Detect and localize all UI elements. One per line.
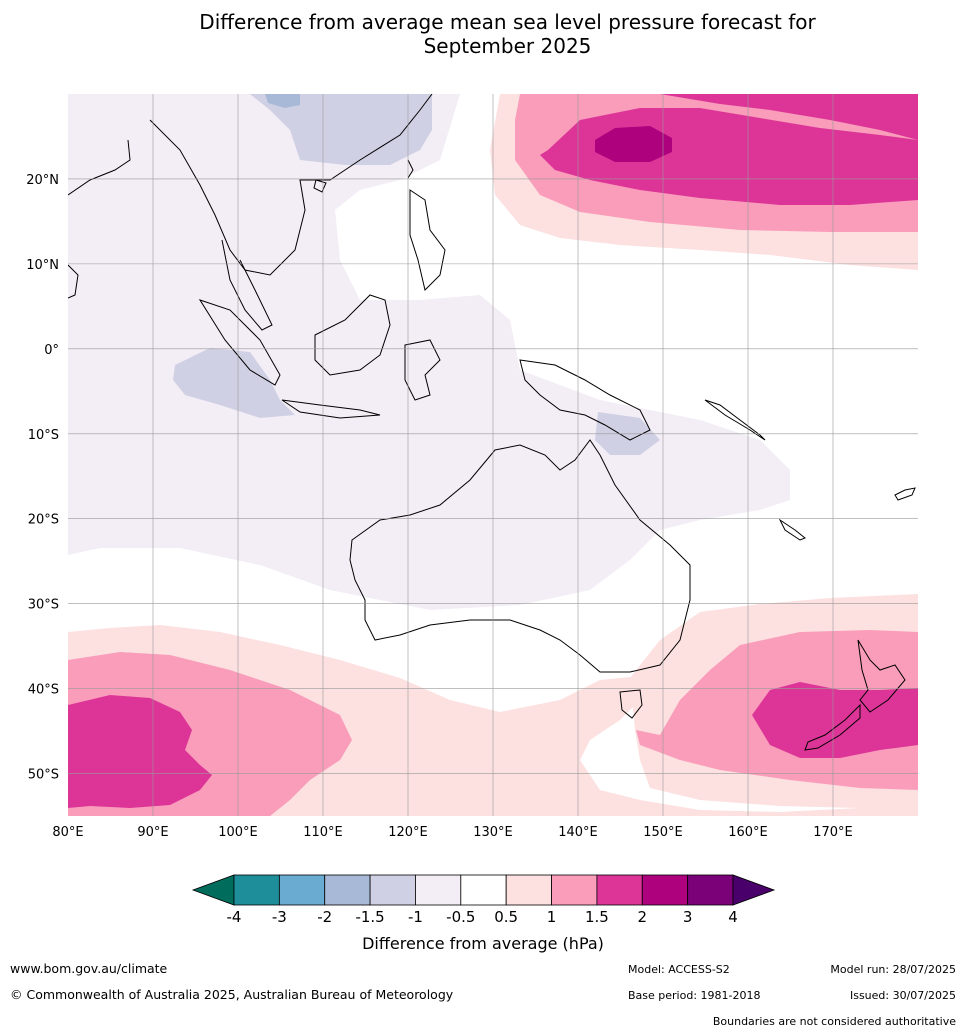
borneo-coastline: [314, 294, 391, 376]
colorbar-tick-label: 2: [637, 908, 647, 926]
colorbar-segment: [324, 874, 371, 906]
longitude-tick-label: 170°E: [813, 825, 853, 840]
disclaimer-text: Boundaries are not considered authoritat…: [712, 1015, 956, 1028]
colorbar-tick-label: -1: [408, 908, 423, 926]
anomaly-region-sindian-15: [68, 695, 212, 808]
colorbar-max-extension: [732, 874, 776, 906]
solomon-islands: [704, 399, 766, 441]
colorbar-label: Difference from average (hPa): [362, 934, 604, 953]
colorbar-tick-label: -2: [317, 908, 332, 926]
colorbar-segment: [415, 874, 462, 906]
taiwan: [407, 159, 414, 179]
java-coastline: [281, 399, 381, 419]
colorbar-segment: [641, 874, 689, 906]
title-line-1: Difference from average mean sea level p…: [199, 10, 816, 34]
latitude-tick-label: 50°S: [28, 768, 59, 783]
title-line-2: September 2025: [423, 34, 592, 58]
model-run-text: Model run: 28/07/2025: [830, 963, 956, 976]
anomaly-region-china-negative: [250, 94, 432, 165]
colorbar-tick-label: -3: [272, 908, 287, 926]
anomaly-region-tasman-15: [752, 682, 918, 758]
latitude-tick-label: 20°N: [26, 173, 59, 188]
model-text: Model: ACCESS-S2: [628, 963, 730, 976]
longitude-tick-label: 100°E: [218, 825, 258, 840]
colorbar-tick-label: 1.5: [585, 908, 609, 926]
colorbar-tick-label: -4: [227, 908, 242, 926]
longitude-tick-label: 150°E: [643, 825, 683, 840]
coastlines: [68, 94, 916, 751]
nz-south-island: [804, 703, 861, 751]
australia-coastline: [349, 439, 691, 673]
website-link[interactable]: www.bom.gov.au/climate: [10, 961, 168, 976]
latitude-tick-label: 40°S: [28, 683, 59, 698]
latitude-tick-label: 10°S: [28, 428, 59, 443]
issued-text: Issued: 30/07/2025: [849, 989, 956, 1002]
colorbar-tick-label: 4: [728, 908, 738, 926]
fiji: [894, 487, 916, 501]
anomaly-region-java-negative: [173, 348, 295, 418]
colorbar-segment: [233, 874, 280, 906]
longitude-tick-label: 140°E: [558, 825, 598, 840]
india-coastline: [68, 139, 131, 196]
longitude-tick-label: 110°E: [303, 825, 343, 840]
copyright-text: © Commonwealth of Australia 2025, Austra…: [10, 987, 454, 1002]
colorbar-min-extension: [191, 874, 235, 906]
longitude-labels: 80°E 90°E 100°E 110°E 120°E 130°E 140°E 150°E 16…: [52, 825, 852, 840]
nz-north-island: [857, 639, 906, 713]
malay-peninsula: [221, 239, 273, 331]
sumatra-coastline: [198, 299, 281, 386]
latitude-tick-label: 30°S: [28, 598, 59, 613]
colorbar-segment: [505, 874, 552, 906]
colorbar-tick-label: 0.5: [494, 908, 518, 926]
colorbar-segment: [460, 874, 507, 906]
longitude-tick-label: 80°E: [52, 825, 83, 840]
colorbar-tick-labels: -4 -3 -2 -1.5 -1 -0.5 0.5 1 1.5 2 3 4: [227, 908, 738, 926]
colorbar-tick-label: 1: [547, 908, 557, 926]
new-guinea-coastline: [519, 359, 651, 441]
hainan: [313, 179, 327, 193]
philippines-coastline: [409, 189, 446, 291]
latitude-labels: 20°N 10°N 0° 10°S 20°S 30°S 40°S 50°S: [26, 173, 59, 783]
longitude-tick-label: 130°E: [473, 825, 513, 840]
colorbar: [191, 874, 776, 906]
anomaly-region-npacific-15: [540, 94, 918, 205]
latitude-tick-label: 0°: [44, 343, 59, 358]
chart-title: Difference from average mean sea level p…: [0, 10, 965, 58]
sri-lanka: [68, 264, 79, 299]
new-caledonia: [778, 518, 806, 541]
colorbar-segment: [278, 874, 326, 906]
longitude-tick-label: 90°E: [137, 825, 168, 840]
anomaly-region-china-neg2: [265, 94, 300, 108]
anomaly-region-tropics-negative: [68, 94, 790, 610]
colorbar-tick-label: 3: [683, 908, 693, 926]
sulawesi-coastline: [404, 339, 441, 401]
longitude-tick-label: 160°E: [728, 825, 768, 840]
graticule: [68, 94, 918, 816]
anomaly-region-npacific-2: [595, 126, 672, 162]
base-period-text: Base period: 1981-2018: [628, 989, 761, 1002]
latitude-tick-label: 20°S: [28, 513, 59, 528]
tasmania-coastline: [619, 689, 643, 719]
indochina-coastline: [149, 94, 433, 276]
latitude-tick-label: 10°N: [26, 258, 59, 273]
longitude-tick-label: 120°E: [388, 825, 428, 840]
colorbar-segment: [687, 874, 734, 906]
colorbar-tick-label: -0.5: [446, 908, 475, 926]
colorbar-segment: [369, 874, 416, 906]
colorbar-tick-label: -1.5: [355, 908, 384, 926]
pressure-anomaly-field: [68, 94, 918, 816]
colorbar-segment: [596, 874, 643, 906]
colorbar-segment: [551, 874, 598, 906]
